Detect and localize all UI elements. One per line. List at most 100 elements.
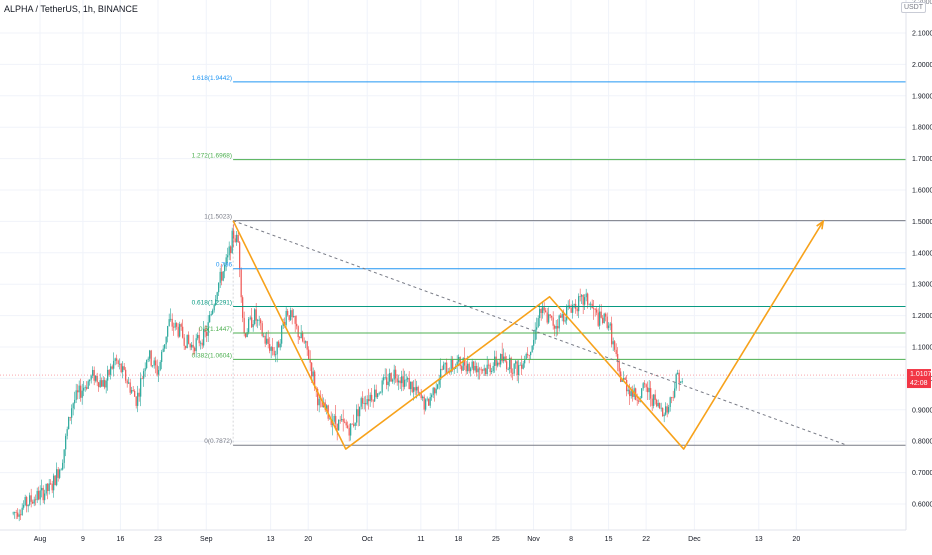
candle-body [381,380,383,393]
x-tick-label: 8 [569,536,573,543]
candle-body [246,332,248,338]
candle-body [671,397,673,399]
candle-body [128,382,130,384]
candle-body [653,394,655,406]
candle-body [636,399,638,401]
x-tick-label: Nov [527,536,540,543]
candle-body [488,364,490,366]
candle-body [179,324,181,337]
candle-body [414,387,416,391]
candle-body [579,296,581,297]
candle-body [351,423,353,425]
candle-body [545,310,547,313]
candle-body [153,360,155,366]
candle-body [411,381,413,392]
candle-body [23,504,25,508]
candle-body [273,350,275,355]
candle-body [642,383,644,389]
candle-body [162,348,164,352]
candle-body [669,397,671,407]
candle-body [60,469,62,471]
y-tick-label: 2.0000 [912,62,932,69]
candle-body [96,375,98,383]
y-tick-label: 1.1000 [912,345,932,352]
candle-body [602,317,604,324]
candle-body [270,347,272,351]
candle-body [83,387,85,391]
candle-body [302,332,304,342]
current-price-label: 1.0107 [910,371,932,378]
candle-body [137,392,139,406]
candle-body [621,379,623,382]
candle-body [677,372,679,375]
candle-body [15,512,17,514]
candle-body [120,363,122,373]
candle-body [287,310,289,316]
pattern-path[interactable] [232,220,824,450]
candle-body [452,359,454,369]
x-tick-label: Dec [688,536,701,543]
candle-body [350,423,352,436]
candle-body [503,356,505,361]
candle-body [572,305,574,313]
y-tick-label: 0.8000 [912,439,932,446]
candle-body [333,415,335,422]
candle-body [387,381,389,386]
candle-body [386,377,388,386]
candle-body [14,512,16,514]
candle-body [668,406,670,413]
candle-body [237,234,239,243]
candle-body [425,399,427,410]
candle-body [513,363,515,374]
candle-body [269,344,271,351]
candle-body [17,512,19,517]
candle-body [42,487,44,501]
candle-body [143,371,145,379]
candle-body [617,353,619,361]
fib-level-label: 1.618(1.9442) [192,75,232,82]
candle-body [138,392,140,397]
candle-body [249,317,251,319]
candle-body [216,292,218,300]
candle-body [56,469,58,486]
candle-body [281,326,283,344]
y-tick-label: 1.5000 [912,219,932,226]
candle-body [632,391,634,397]
candle-body [417,386,419,394]
candle-body [560,315,562,318]
candle-body [582,295,584,305]
candle-body [240,269,242,298]
candle-body [629,389,631,397]
candle-body [275,354,277,356]
candle-body [30,495,32,502]
candle-body [596,309,598,313]
candle-body [641,388,643,398]
candle-body [236,234,238,243]
candle-body [548,314,550,323]
candle-body [660,407,662,409]
currency-label[interactable]: USDT [900,2,926,13]
x-tick-label: 13 [755,536,763,543]
candle-body [624,377,626,381]
candle-body [309,359,311,363]
candle-body [380,392,382,394]
candle-body [48,483,50,492]
candle-body [231,230,233,254]
candle-body [288,315,290,320]
candle-body [267,338,269,345]
candle-body [341,418,343,421]
candle-body [563,313,565,322]
candle-body [368,399,370,402]
candle-body [453,368,455,370]
candle-body [540,308,542,314]
trend-line[interactable] [232,220,845,445]
candle-body [38,490,40,500]
candle-body [74,399,76,404]
candle-body [506,361,508,370]
candle-body [233,230,235,239]
candle-body [518,365,520,376]
candle-body [375,389,377,398]
candle-body [168,319,170,327]
